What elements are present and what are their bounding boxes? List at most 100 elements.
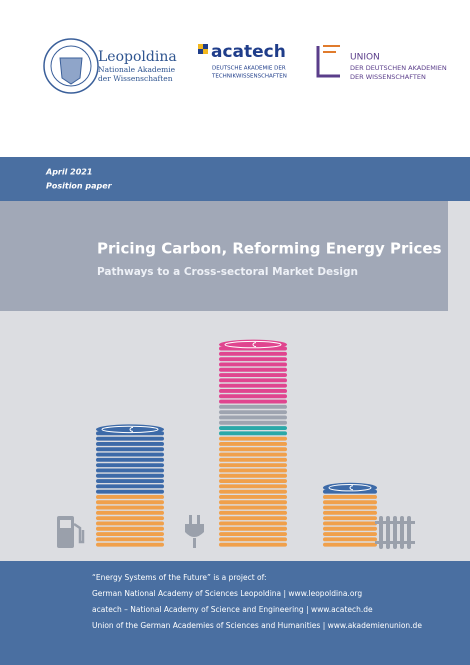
coin <box>219 495 287 499</box>
coin <box>252 342 257 348</box>
coin <box>219 510 287 515</box>
coin <box>96 436 164 441</box>
coin <box>219 526 287 531</box>
coin <box>323 495 377 499</box>
coin <box>323 516 377 521</box>
logo-line: DER WISSENSCHAFTEN <box>350 73 426 81</box>
coin <box>96 495 164 499</box>
coin <box>96 463 164 468</box>
footer-line: German National Academy of Sciences Leop… <box>92 589 362 598</box>
fuel-icon <box>57 516 85 548</box>
coin <box>96 532 164 536</box>
coin <box>219 362 287 367</box>
subtitle: Pathways to a Cross-sectoral Market Desi… <box>97 266 358 278</box>
coin <box>219 463 287 468</box>
coin <box>219 516 287 521</box>
logo-line: TECHNIKWISSENSCHAFTEN <box>211 74 287 80</box>
coin <box>219 452 287 457</box>
title-panel <box>0 201 448 311</box>
coin <box>219 404 287 409</box>
coin <box>323 532 377 536</box>
coin <box>96 510 164 515</box>
logo-name: UNION <box>350 53 380 63</box>
coin <box>219 415 287 420</box>
coin <box>349 485 354 491</box>
coin <box>96 489 164 494</box>
coin <box>219 473 287 478</box>
union-logo: UNION DER DEUTSCHEN AKADEMIEN DER WISSEN… <box>316 45 447 81</box>
coin <box>96 505 164 510</box>
footer-line: acatech – National Academy of Science an… <box>92 605 373 614</box>
coin <box>96 479 164 483</box>
coin <box>96 473 164 478</box>
coin <box>96 442 164 446</box>
acatech-logo: acatech DEUTSCHE AKADEMIE DER TECHNIKWIS… <box>198 42 287 80</box>
coin <box>323 521 377 526</box>
footer-band <box>0 561 470 665</box>
coin <box>219 447 287 452</box>
coin <box>219 351 287 356</box>
coin <box>219 479 287 483</box>
coin <box>323 526 377 531</box>
coin <box>219 457 287 462</box>
coin <box>219 410 287 415</box>
coin <box>96 447 164 452</box>
top-band <box>0 157 470 201</box>
coin <box>219 489 287 494</box>
coin <box>219 431 287 436</box>
coin <box>219 532 287 536</box>
coin <box>224 340 282 349</box>
coin <box>323 505 377 510</box>
coin <box>219 505 287 510</box>
paper-type: Position paper <box>46 182 113 191</box>
coin <box>219 420 287 425</box>
coin <box>96 452 164 457</box>
logo-name: Leopoldina <box>98 49 177 65</box>
coin <box>219 373 287 377</box>
logo-line: der Wissenschaften <box>98 74 173 83</box>
coin <box>219 389 287 393</box>
coin <box>323 542 377 547</box>
date: April 2021 <box>45 168 92 177</box>
coin <box>219 357 287 362</box>
coin <box>328 484 372 492</box>
logo-line: Nationale Akademie <box>98 65 176 74</box>
coin <box>219 537 287 542</box>
coin <box>219 399 287 404</box>
coin <box>323 537 377 542</box>
footer-line: Union of the German Academies of Science… <box>92 621 422 630</box>
coin-stacks <box>96 339 377 547</box>
logo-name: acatech <box>211 42 286 62</box>
coin <box>96 500 164 505</box>
coin <box>101 425 159 434</box>
coin <box>219 383 287 388</box>
coin <box>219 542 287 547</box>
logo-line: DER DEUTSCHEN AKADEMIEN <box>350 64 447 72</box>
plug-icon <box>185 515 204 548</box>
footer-line: “Energy Systems of the Future” is a proj… <box>92 573 267 582</box>
coin <box>96 468 164 473</box>
title: Pricing Carbon, Reforming Energy Prices <box>97 240 442 258</box>
radiator-icon <box>375 516 415 549</box>
coin <box>323 500 377 505</box>
coin <box>219 426 287 430</box>
leopoldina-logo: Leopoldina Nationale Akademie der Wissen… <box>43 38 177 94</box>
coin <box>96 484 164 489</box>
coin <box>323 510 377 515</box>
coin <box>96 457 164 462</box>
coin <box>219 484 287 489</box>
coin <box>219 500 287 505</box>
coin <box>219 367 287 372</box>
coin <box>96 526 164 531</box>
coin <box>219 521 287 526</box>
coin <box>219 394 287 399</box>
coin <box>129 426 134 432</box>
coin <box>219 442 287 446</box>
coin <box>96 516 164 521</box>
coin <box>219 468 287 473</box>
coin <box>219 436 287 441</box>
coin <box>96 537 164 542</box>
coin <box>219 378 287 383</box>
logo-line: DEUTSCHE AKADEMIE DER <box>212 66 286 72</box>
